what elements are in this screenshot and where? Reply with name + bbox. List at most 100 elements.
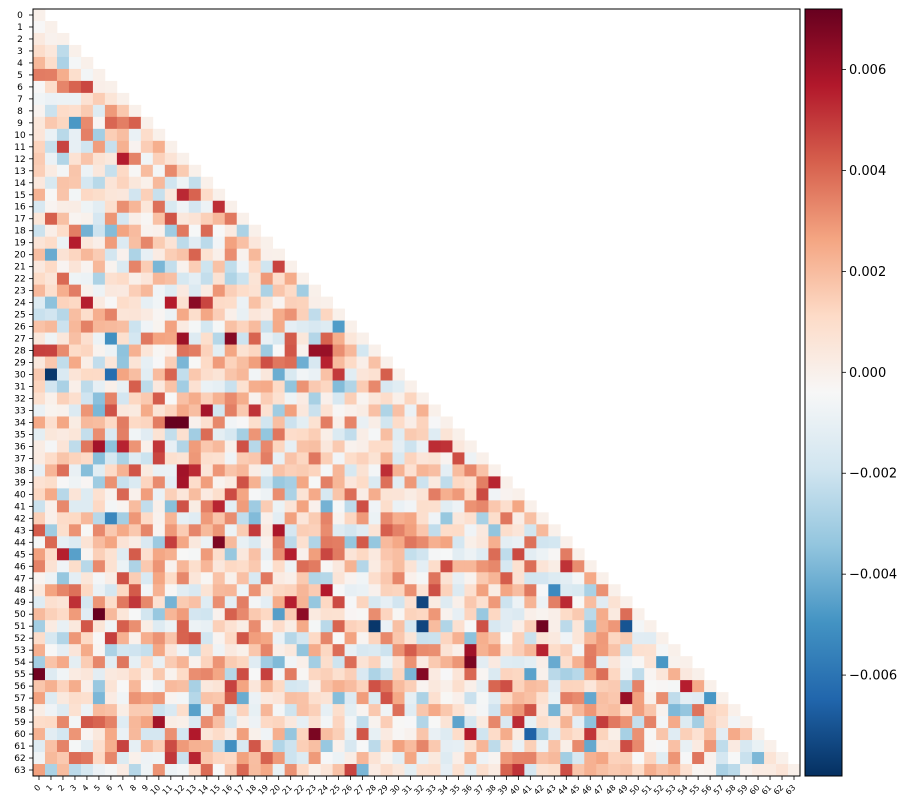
heatmap-cell bbox=[104, 548, 118, 561]
heatmap-cell bbox=[392, 452, 405, 465]
heatmap-cell bbox=[188, 416, 202, 429]
heatmap-cell bbox=[104, 272, 118, 285]
heatmap-cell bbox=[308, 356, 321, 369]
y-tick-label: 38 bbox=[14, 466, 26, 476]
heatmap-cell bbox=[272, 308, 286, 321]
heatmap-cell bbox=[164, 236, 178, 250]
heatmap-cell bbox=[368, 656, 381, 669]
heatmap-cell bbox=[176, 476, 190, 489]
heatmap-cell bbox=[752, 740, 765, 753]
heatmap-cell bbox=[320, 572, 333, 585]
heatmap-cell bbox=[236, 368, 250, 381]
heatmap-cell bbox=[92, 128, 106, 142]
heatmap-cell bbox=[92, 500, 106, 513]
y-tick-label: 60 bbox=[14, 730, 26, 740]
heatmap-cell bbox=[476, 716, 489, 729]
heatmap-cell bbox=[740, 740, 753, 753]
heatmap-cell bbox=[92, 224, 106, 238]
heatmap-cell bbox=[248, 452, 262, 465]
heatmap-cell bbox=[164, 632, 178, 645]
heatmap-cell bbox=[416, 680, 429, 693]
heatmap-cell bbox=[212, 224, 226, 238]
heatmap-cell bbox=[284, 728, 297, 741]
heatmap-cell bbox=[44, 668, 58, 681]
heatmap-cell bbox=[404, 752, 417, 765]
heatmap-cell bbox=[236, 356, 250, 369]
heatmap-cell bbox=[80, 584, 94, 597]
heatmap-cell bbox=[200, 668, 214, 681]
heatmap-cell bbox=[284, 764, 297, 777]
heatmap-cell bbox=[92, 440, 106, 453]
heatmap-cell bbox=[416, 584, 429, 597]
heatmap-cell bbox=[728, 752, 741, 765]
heatmap-cell bbox=[68, 464, 82, 477]
heatmap-cell bbox=[248, 716, 262, 729]
heatmap-cell bbox=[188, 668, 202, 681]
heatmap-cell bbox=[44, 536, 58, 549]
heatmap-cell bbox=[104, 212, 118, 226]
heatmap-cell bbox=[56, 536, 70, 549]
heatmap-cell bbox=[56, 464, 70, 477]
heatmap-cell bbox=[476, 572, 489, 585]
heatmap-cell bbox=[344, 656, 357, 669]
heatmap-cell bbox=[200, 512, 214, 525]
heatmap-cell bbox=[476, 668, 489, 681]
heatmap-cell bbox=[164, 476, 178, 489]
heatmap-cell bbox=[320, 332, 333, 345]
heatmap-cell bbox=[428, 452, 441, 465]
heatmap-cell bbox=[392, 572, 405, 585]
heatmap-cell bbox=[224, 464, 238, 477]
heatmap-cell bbox=[632, 692, 645, 705]
heatmap-cell bbox=[368, 692, 381, 705]
heatmap-cell bbox=[92, 248, 106, 262]
heatmap-cell bbox=[440, 740, 453, 753]
heatmap-cell bbox=[200, 656, 214, 669]
heatmap-cell bbox=[548, 632, 561, 645]
heatmap-cell bbox=[668, 692, 681, 705]
heatmap-cell bbox=[152, 404, 166, 417]
heatmap-cell bbox=[188, 488, 202, 501]
y-tick-label: 11 bbox=[14, 143, 25, 153]
heatmap-cell bbox=[92, 272, 106, 285]
heatmap-cell bbox=[33, 236, 46, 250]
heatmap-cell bbox=[404, 728, 417, 741]
heatmap-cell bbox=[68, 560, 82, 573]
heatmap-cell bbox=[296, 524, 309, 537]
heatmap-cell bbox=[116, 488, 130, 501]
heatmap-cell bbox=[320, 752, 333, 765]
heatmap-cell bbox=[380, 524, 393, 537]
heatmap-cell bbox=[404, 632, 417, 645]
heatmap-cell bbox=[440, 620, 453, 633]
heatmap-cell bbox=[488, 536, 501, 549]
heatmap-cell bbox=[320, 632, 333, 645]
heatmap-cell bbox=[272, 656, 286, 669]
heatmap-cell bbox=[116, 176, 130, 190]
heatmap-cell bbox=[224, 560, 238, 573]
heatmap-cell bbox=[380, 548, 393, 561]
heatmap-cell bbox=[176, 200, 190, 214]
heatmap-cell bbox=[404, 488, 417, 501]
heatmap-cell bbox=[236, 500, 250, 513]
heatmap-cell bbox=[33, 344, 46, 357]
heatmap-cell bbox=[332, 656, 345, 669]
heatmap-cell bbox=[440, 716, 453, 729]
heatmap-cell bbox=[488, 644, 501, 657]
heatmap-cell bbox=[33, 200, 46, 214]
heatmap-cell bbox=[548, 560, 561, 573]
heatmap-cell bbox=[140, 440, 154, 453]
heatmap-cell bbox=[248, 392, 262, 405]
heatmap-cell bbox=[56, 632, 70, 645]
heatmap-cell bbox=[668, 656, 681, 669]
heatmap-cell bbox=[212, 596, 226, 609]
heatmap-cell bbox=[392, 584, 405, 597]
heatmap-cell bbox=[500, 512, 513, 525]
heatmap-cell bbox=[536, 716, 549, 729]
heatmap-cell bbox=[80, 548, 94, 561]
heatmap-cell bbox=[116, 584, 130, 597]
heatmap-cell bbox=[200, 752, 214, 765]
heatmap-cell bbox=[416, 716, 429, 729]
heatmap-cell bbox=[440, 596, 453, 609]
heatmap-cell bbox=[644, 692, 657, 705]
heatmap-cell bbox=[428, 524, 441, 537]
heatmap-cell bbox=[272, 440, 286, 453]
